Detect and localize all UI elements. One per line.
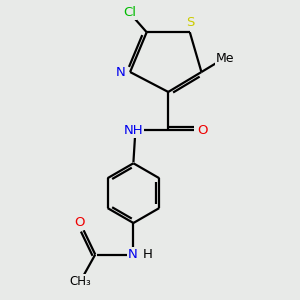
Text: CH₃: CH₃ — [69, 274, 91, 288]
Text: S: S — [186, 16, 195, 29]
Text: O: O — [74, 216, 85, 229]
Text: H: H — [142, 248, 152, 261]
Text: O: O — [197, 124, 207, 136]
Text: Cl: Cl — [123, 6, 136, 19]
Text: N: N — [116, 65, 126, 79]
Text: NH: NH — [124, 124, 143, 136]
Text: N: N — [128, 248, 138, 261]
Text: Me: Me — [215, 52, 234, 65]
